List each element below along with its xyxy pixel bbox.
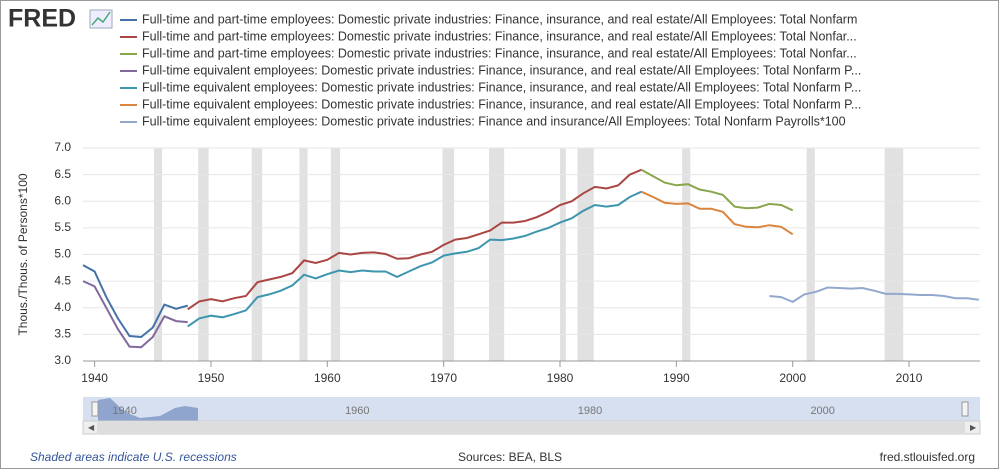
legend-label: Full-time equivalent employees: Domestic… xyxy=(142,114,846,128)
y-tick-label: 5.0 xyxy=(54,247,71,261)
legend-label: Full-time equivalent employees: Domestic… xyxy=(142,80,861,94)
sources: Sources: BEA, BLS xyxy=(458,450,562,464)
y-tick-label: 4.0 xyxy=(54,300,71,314)
series-line xyxy=(769,286,979,304)
x-tick-label: 1960 xyxy=(314,371,341,385)
logo: FRED xyxy=(8,5,76,33)
scrollbar-thumb[interactable] xyxy=(97,422,965,433)
x-tick-label: 1940 xyxy=(81,371,108,385)
y-axis-label: Thous./Thous. of Persons*100 xyxy=(16,173,30,335)
series-line xyxy=(640,190,794,236)
navigator-series xyxy=(98,398,198,421)
navigator-label: 1960 xyxy=(345,405,369,417)
site: fred.stlouisfed.org xyxy=(880,450,975,464)
series-line xyxy=(82,280,188,349)
navigator-bg xyxy=(83,397,980,421)
legend-label: Full-time equivalent employees: Domestic… xyxy=(142,97,861,111)
legend-label: Full-time and part-time employees: Domes… xyxy=(142,29,857,43)
legend-label: Full-time and part-time employees: Domes… xyxy=(142,46,857,60)
navigator: ◀ ▶ xyxy=(82,397,981,435)
series-line xyxy=(187,168,642,311)
navigator-handle[interactable] xyxy=(961,401,969,417)
x-tick-label: 1950 xyxy=(198,371,225,385)
logo-icon xyxy=(89,9,113,29)
scroll-left[interactable]: ◀ xyxy=(88,423,95,432)
recession-note: Shaded areas indicate U.S. recessions xyxy=(30,450,237,464)
logo-icon-line xyxy=(91,11,111,26)
legend-label: Full-time equivalent employees: Domestic… xyxy=(142,63,861,77)
x-tick-label: 2000 xyxy=(779,371,806,385)
y-tick-label: 6.0 xyxy=(54,193,71,207)
x-tick-label: 1970 xyxy=(430,371,457,385)
y-tick-label: 3.5 xyxy=(54,327,71,341)
x-tick-label: 1990 xyxy=(663,371,690,385)
y-tick-label: 6.5 xyxy=(54,167,71,181)
navigator-label: 1940 xyxy=(112,405,136,417)
y-tick-label: 3.0 xyxy=(54,353,71,367)
navigator-label: 1980 xyxy=(578,405,602,417)
navigator-label: 2000 xyxy=(810,405,834,417)
navigator-handle[interactable] xyxy=(91,401,99,417)
y-tick-label: 5.5 xyxy=(54,220,71,234)
series-line xyxy=(187,190,642,328)
x-tick-label: 2010 xyxy=(896,371,923,385)
y-tick-label: 7.0 xyxy=(54,140,71,154)
y-tick-label: 4.5 xyxy=(54,273,71,287)
series-line xyxy=(640,168,794,212)
scroll-right[interactable]: ▶ xyxy=(970,423,977,432)
plot-area: 3.0 3.5 4.0 4.5 5.0 5.5 6.0 6.5 7.0 1940 1950 1960 1… xyxy=(16,140,980,385)
legend: Full-time and part-time employees: Domes… xyxy=(120,12,861,128)
series-line xyxy=(82,264,188,339)
legend-label: Full-time and part-time employees: Domes… xyxy=(142,12,857,26)
x-tick-label: 1980 xyxy=(547,371,574,385)
